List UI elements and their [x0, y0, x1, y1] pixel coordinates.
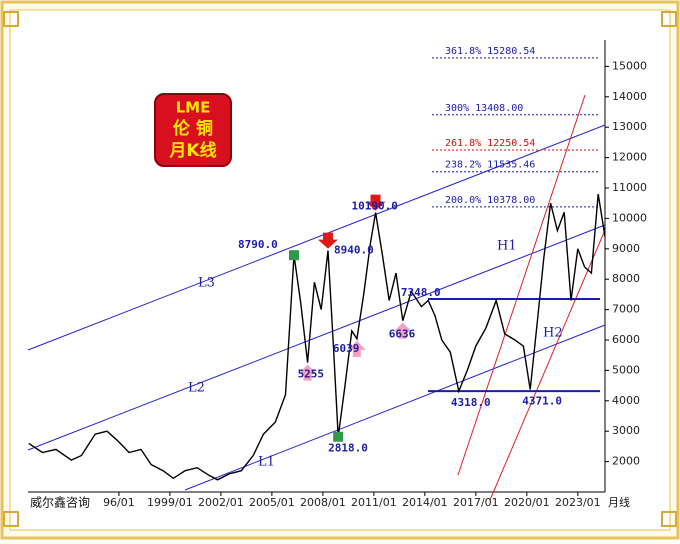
y-tick-label: 4000 — [612, 394, 640, 407]
x-tick-label: 2005/01 — [249, 496, 295, 509]
fib-label: 200.0% 10378.00 — [445, 195, 535, 206]
y-tick-label: 10000 — [612, 211, 647, 224]
annotation-label: 6039 — [333, 342, 360, 355]
marker-down — [317, 232, 338, 249]
x-tick-label: 2023/01 — [555, 496, 601, 509]
source: 威尔鑫咨询 — [30, 495, 90, 510]
x-tick-label: 96/01 — [103, 496, 135, 509]
y-tick-label: 13000 — [612, 120, 647, 133]
title-line: LME — [176, 99, 211, 117]
y-tick-label: 15000 — [612, 59, 647, 72]
x-tick-label: 2020/01 — [504, 496, 550, 509]
channel-label: L3 — [198, 276, 215, 291]
annotation-label: 2818.0 — [328, 442, 368, 455]
x-tick-label: 2008/01 — [300, 496, 346, 509]
fib-label: 300% 13408.00 — [445, 103, 523, 114]
y-tick-label: 11000 — [612, 181, 647, 194]
annotation-label: 5255 — [298, 368, 325, 381]
title-line: 伦 铜 — [173, 118, 213, 139]
channel-lines — [27, 94, 606, 501]
y-tick-label: 5000 — [612, 363, 640, 376]
y-tick-label: 14000 — [612, 90, 647, 103]
y-tick-label: 2000 — [612, 455, 640, 468]
channel-label: H1 — [497, 239, 517, 254]
title-box: LME 伦 铜 月K线 — [154, 93, 232, 167]
marker-square — [288, 250, 299, 261]
title-line: 月K线 — [168, 140, 216, 161]
y-tick-label: 3000 — [612, 424, 640, 437]
fib-label: 361.8% 15280.54 — [445, 46, 535, 57]
channel-label: H2 — [543, 326, 563, 341]
annotation-label: 10190.0 — [352, 200, 398, 213]
price-line — [28, 193, 606, 481]
x-tick-label: 1999/01 — [147, 496, 193, 509]
annotation-label: 4371.0 — [522, 395, 562, 408]
fib-label: 261.8% 12250.54 — [445, 138, 535, 149]
annotation-label: 6636 — [389, 328, 416, 341]
annotation-label: 8790.0 — [238, 238, 278, 251]
y-tick-label: 12000 — [612, 151, 647, 164]
annotation-label: 8940.0 — [334, 244, 374, 257]
marker-down — [365, 194, 386, 211]
annotation-label: 4318.0 — [451, 396, 491, 409]
x-tick-label: 2017/01 — [453, 496, 499, 509]
marker-square — [333, 431, 344, 442]
y-tick-label: 9000 — [612, 242, 640, 255]
annotation-label: 7348.0 — [401, 286, 441, 299]
period-label: 月线 — [608, 495, 630, 509]
x-tick-label: 2011/01 — [351, 496, 397, 509]
marker-up — [298, 364, 317, 381]
fib-label: 238.2% 11535.46 — [445, 160, 535, 171]
x-tick-label: 2014/01 — [402, 496, 448, 509]
channel-label: L1 — [258, 455, 275, 470]
marker-up — [347, 340, 366, 357]
y-tick-label: 7000 — [612, 303, 640, 316]
y-tick-label: 6000 — [612, 333, 640, 346]
channel-label: L2 — [188, 381, 205, 396]
corner-ornaments — [3, 11, 677, 527]
x-tick-label: 2002/01 — [198, 496, 244, 509]
marker-up — [393, 322, 412, 339]
y-tick-label: 8000 — [612, 272, 640, 285]
